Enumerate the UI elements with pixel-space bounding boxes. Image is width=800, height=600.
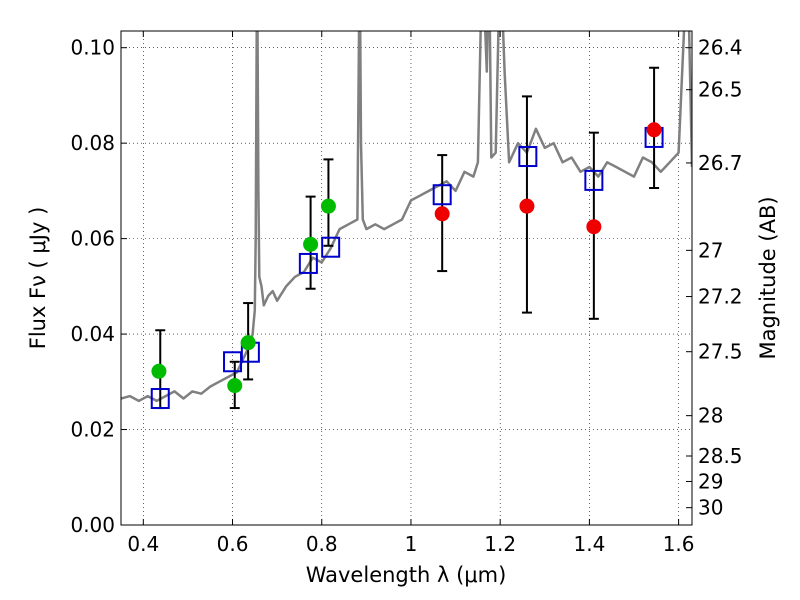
model-spectrum-line (121, 31, 692, 403)
x-tick-label: 1.4 (573, 532, 605, 556)
red-data-point (646, 122, 662, 138)
mag-tick-label: 28.5 (698, 444, 743, 468)
mag-tick-label: 26.4 (698, 36, 743, 60)
y-tick-label: 0.08 (70, 131, 115, 155)
mag-tick-label: 30 (698, 496, 723, 520)
y-tick-label: 0.02 (70, 418, 115, 442)
grid-lines (121, 31, 692, 526)
mag-tick-label: 26.5 (698, 78, 743, 102)
y-tick-label: 0.06 (70, 227, 115, 251)
model-square-point (584, 169, 604, 191)
green-data-point (303, 236, 319, 252)
mag-tick-label: 27 (698, 238, 723, 262)
y2-axis-label: Magnitude (AB) (756, 196, 780, 359)
red-data-point (519, 198, 535, 214)
green-data-point (151, 363, 167, 379)
plot-frame (120, 30, 693, 526)
axis-ticks: 0.4 0.6 0.8 1 1.2 1.4 1.6 0.00 0.02 0.04 0.06 0.08 0… (70, 31, 743, 556)
y-axis-label: Flux Fν ( μJy ) (26, 207, 50, 350)
model-square-point (432, 184, 452, 206)
mag-tick-label: 29 (698, 469, 723, 493)
x-tick-label: 1 (405, 532, 418, 556)
mag-tick-label: 26.7 (698, 151, 743, 175)
x-tick-label: 0.6 (217, 532, 249, 556)
x-tick-label: 1.6 (663, 532, 695, 556)
mag-tick-label: 27.5 (698, 340, 743, 364)
model-square-point (298, 252, 318, 274)
x-tick-label: 0.8 (306, 532, 338, 556)
green-data-point (320, 198, 336, 214)
model-square-point (150, 388, 170, 410)
model-square-point (321, 236, 341, 258)
x-axis-label: Wavelength λ (μm) (306, 563, 507, 587)
red-data-point (434, 206, 450, 222)
x-tick-label: 1.2 (484, 532, 516, 556)
mag-tick-label: 27.2 (698, 285, 743, 309)
red-data-point (586, 219, 602, 235)
green-data-point (227, 378, 243, 394)
data-layer (121, 31, 692, 410)
y-tick-label: 0.04 (70, 322, 115, 346)
green-data-point (240, 335, 256, 351)
model-square-point (518, 146, 538, 168)
x-tick-label: 0.4 (127, 532, 159, 556)
y-tick-label: 0.10 (70, 36, 115, 60)
y-tick-label: 0.00 (70, 513, 115, 537)
mag-tick-label: 28 (698, 404, 723, 428)
